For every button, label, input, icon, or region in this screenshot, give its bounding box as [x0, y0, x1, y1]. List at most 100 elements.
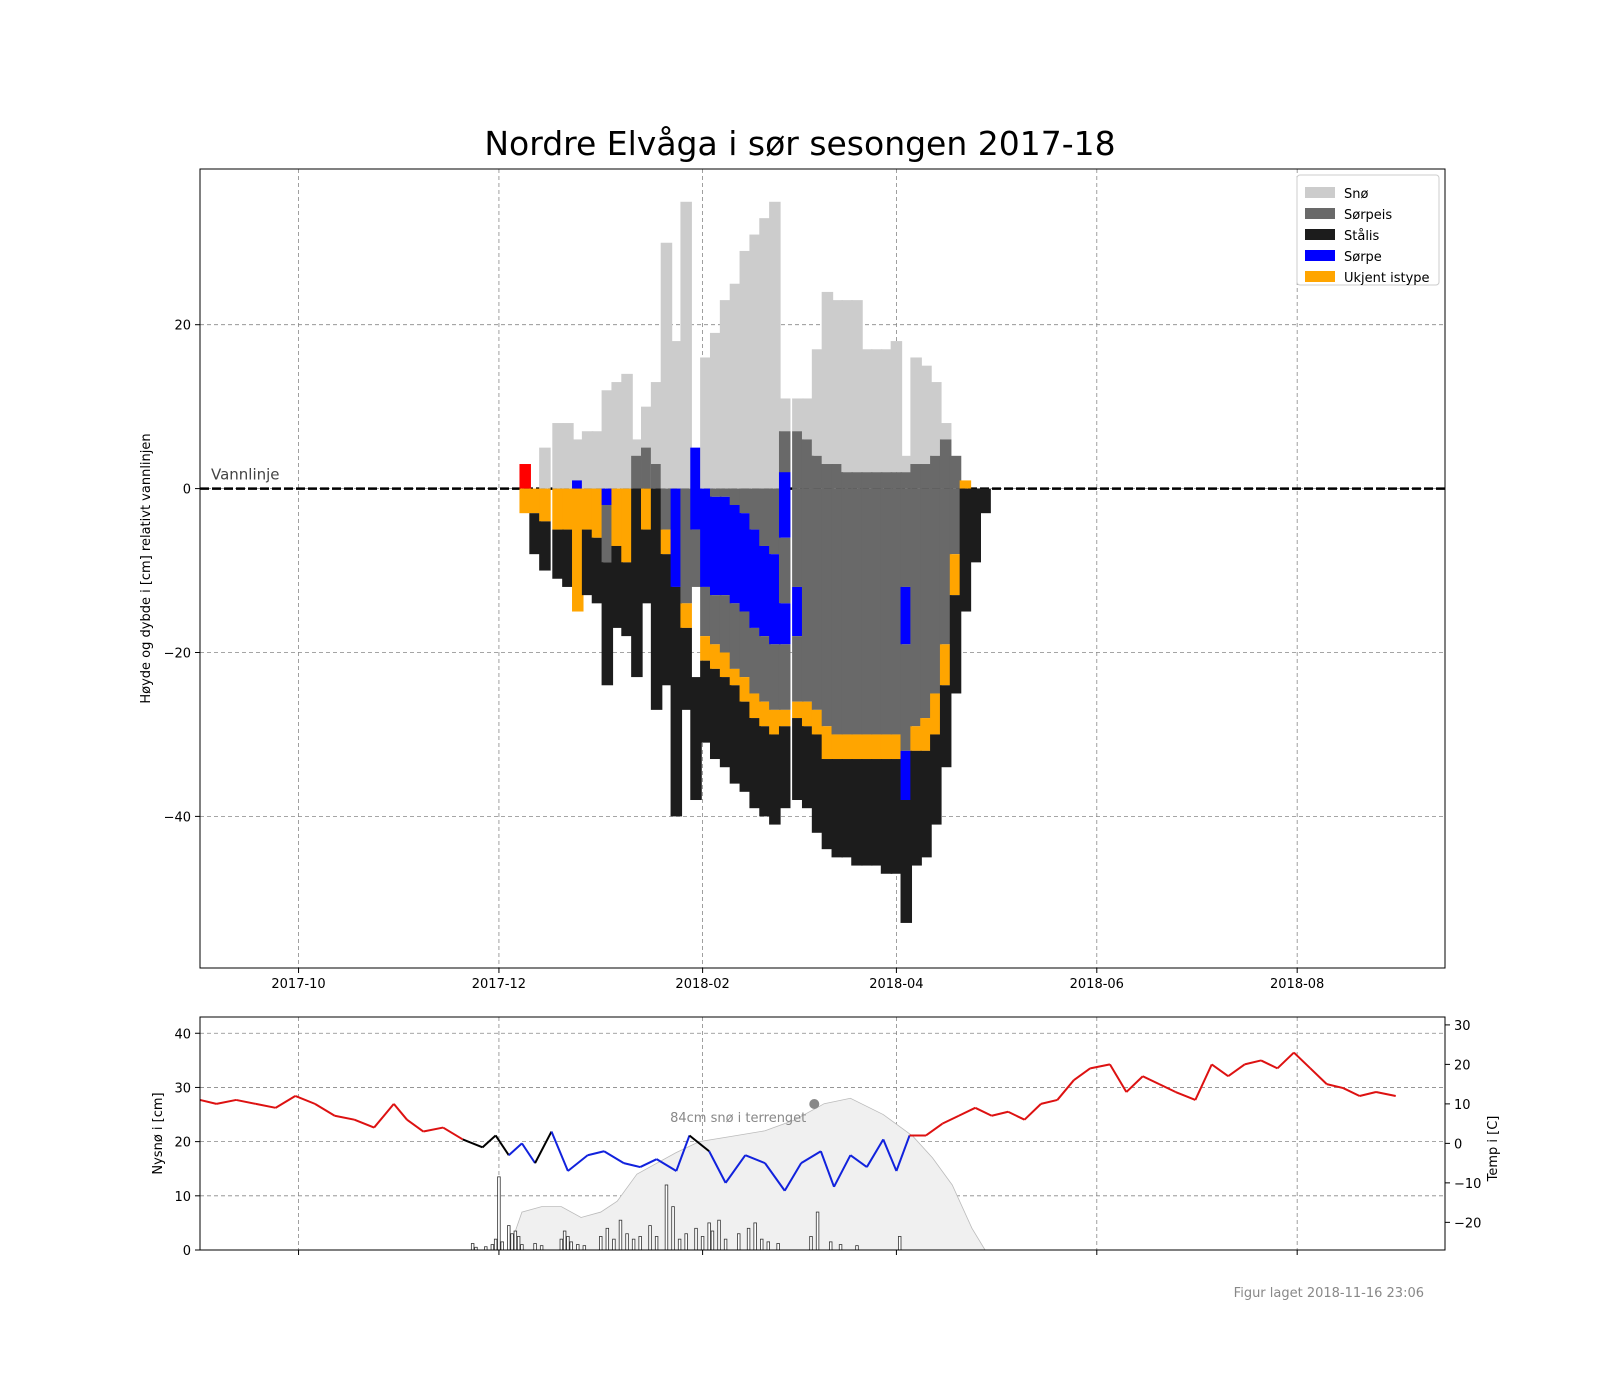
- ice-layer-sorpe: [900, 586, 913, 645]
- new-snow-bar: [582, 1245, 587, 1251]
- temperature-segment: [550, 1131, 569, 1172]
- ice-layer-sno: [621, 373, 633, 489]
- ice-layer-sorpeis: [861, 488, 873, 735]
- ice-layer-sorpeis: [949, 455, 962, 489]
- y-axis-label: Høyde og dybde i [cm] relativt vannlinje…: [139, 433, 154, 703]
- ice-layer-sorpeis: [690, 529, 702, 587]
- ice-layer-ukjent: [939, 644, 952, 686]
- new-snow-bar: [746, 1227, 751, 1251]
- temperature-segment: [656, 1158, 677, 1172]
- ice-layer-ukjent: [562, 488, 574, 530]
- ice-layer-stalis: [709, 668, 722, 760]
- temperature-segment: [1244, 1059, 1262, 1066]
- ice-layer-ukjent: [930, 693, 942, 735]
- ice-layer-ukjent: [539, 488, 551, 522]
- legend-label: Stålis: [1344, 229, 1380, 244]
- ice-layer-sorpeis: [792, 431, 804, 489]
- weather-y2-axis-label: Temp i [C]: [1486, 1116, 1501, 1183]
- temperature-segment: [724, 1154, 747, 1184]
- ice-layer-stalis: [719, 677, 732, 768]
- ice-layer-ukjent: [552, 488, 564, 530]
- ice-layer-sno: [801, 398, 814, 440]
- new-snow-bar: [654, 1236, 659, 1251]
- ice-layer-sorpe: [778, 472, 791, 538]
- ice-layer-stalis: [650, 488, 663, 710]
- new-snow-bar: [559, 1238, 564, 1251]
- temperature-segment: [895, 1135, 911, 1172]
- new-snow-bar: [855, 1245, 859, 1251]
- terrain-snow-marker: [809, 1099, 820, 1109]
- new-snow-bar: [815, 1211, 820, 1251]
- x-tick-label: 2018-02: [675, 977, 729, 992]
- ice-layer-sorpeis: [778, 644, 791, 710]
- weather-plot: 0 10 20 30 40 30 20 10 0 −10 −20 84cm snø i terreng…: [151, 1016, 1501, 1259]
- ice-column-plot: 2017-10 2017-12 2018-02 2018-04 2018-06 2018-…: [139, 168, 1446, 992]
- legend-label: Sørpeis: [1344, 208, 1392, 223]
- temperature-segment: [354, 1118, 375, 1129]
- temperature-segment: [235, 1098, 257, 1105]
- ice-layer-stalis: [841, 759, 853, 858]
- y-tick-label: −20: [164, 646, 191, 661]
- new-snow-bar: [631, 1238, 636, 1251]
- temperature-segment: [373, 1103, 395, 1129]
- ice-layer-sorpeis: [930, 488, 942, 694]
- new-snow-bar: [576, 1244, 580, 1251]
- weather-y-tick-label: 0: [183, 1244, 191, 1259]
- ice-layer-ukjent: [821, 726, 834, 760]
- temperature-segment: [925, 1122, 943, 1137]
- temperature-segment: [1109, 1063, 1128, 1093]
- ice-layer-ukjent: [719, 652, 732, 678]
- temperature-segment: [849, 1154, 868, 1168]
- temperature-segment: [1056, 1079, 1075, 1101]
- ice-layer-ukjent: [861, 734, 873, 760]
- ice-layer-ukjent: [739, 677, 752, 702]
- temperature-segment: [508, 1142, 523, 1156]
- ice-layer-sorpeis: [831, 488, 844, 735]
- temperature-segment: [639, 1158, 658, 1168]
- temperature-segment: [800, 1150, 822, 1164]
- legend-swatch: [1305, 208, 1335, 219]
- new-snow-bar: [569, 1241, 573, 1251]
- ice-layer-sno: [552, 423, 564, 489]
- ice-layer-sorpeis: [910, 488, 922, 727]
- ice-layer-stalis: [552, 529, 564, 579]
- temperature-segment: [587, 1150, 605, 1157]
- legend-swatch: [1305, 229, 1335, 240]
- ice-layer-stalis: [890, 759, 903, 874]
- ice-layer-ukjent: [769, 709, 781, 735]
- ice-layer-sorpeis: [792, 636, 804, 702]
- ice-layer-sorpeis: [801, 439, 814, 489]
- ice-layer-ukjent: [949, 554, 962, 596]
- ice-layer-sorpeis: [900, 644, 913, 751]
- temperature-segment: [819, 1150, 835, 1188]
- ice-layer-sno: [870, 349, 883, 473]
- legend-label: Ukjent istype: [1344, 271, 1430, 286]
- ice-layer-sorpe: [778, 603, 791, 645]
- temperature-segment: [462, 1138, 483, 1149]
- ice-layer-marker: [519, 464, 531, 489]
- terrain-snow-area: [508, 1097, 986, 1251]
- legend-swatch: [1305, 187, 1335, 198]
- temperature-segment: [1023, 1103, 1042, 1121]
- temperature-segment: [294, 1095, 316, 1105]
- temperature-segment: [865, 1138, 885, 1168]
- temperature-segment: [974, 1106, 993, 1117]
- ice-layer-sorpeis: [709, 595, 722, 645]
- plot-frame: [199, 168, 1446, 969]
- figure-footer: Figur laget 2018-11-16 23:06: [1234, 1286, 1424, 1301]
- ice-layer-sorpe: [700, 488, 712, 587]
- ice-layer-stalis: [749, 718, 761, 809]
- temperature-segment: [1194, 1063, 1213, 1101]
- ice-layer-ukjent: [870, 734, 883, 760]
- ice-layer-sno: [650, 382, 663, 489]
- ice-layer-sno: [729, 283, 742, 489]
- ice-layer-sorpeis: [870, 488, 883, 735]
- new-snow-bar: [497, 1176, 501, 1251]
- new-snow-bar: [599, 1236, 603, 1251]
- new-snow-bar: [507, 1225, 511, 1251]
- new-snow-bar: [520, 1244, 524, 1251]
- ice-layer-sorpe: [729, 504, 742, 604]
- new-snow-bar: [562, 1230, 567, 1251]
- ice-layer-sno: [811, 349, 824, 456]
- new-snow-bar: [838, 1244, 843, 1251]
